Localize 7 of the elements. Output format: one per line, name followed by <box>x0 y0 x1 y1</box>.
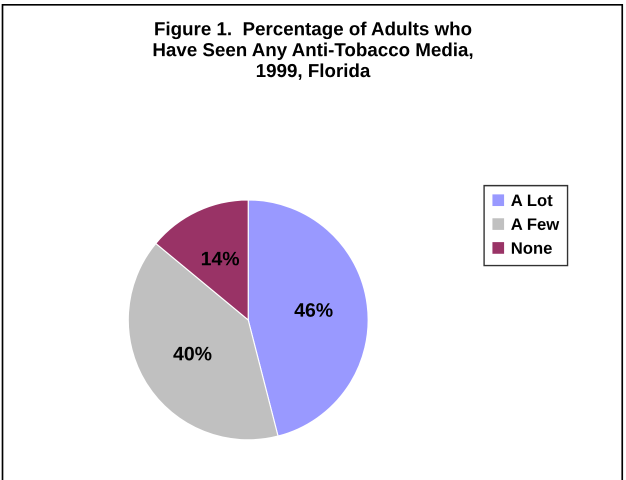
chart-title: Figure 1. Percentage of Adults who Have Seen Any Anti-Tobacco Media, 1999, Florida <box>154 22 472 80</box>
data-label: 40% <box>173 346 212 360</box>
legend-label: None <box>512 242 552 254</box>
legend-label: A Few <box>511 218 560 230</box>
data-label: 14% <box>202 252 240 266</box>
data-label: 46% <box>294 303 333 317</box>
legend-label: A Lot <box>511 194 553 206</box>
